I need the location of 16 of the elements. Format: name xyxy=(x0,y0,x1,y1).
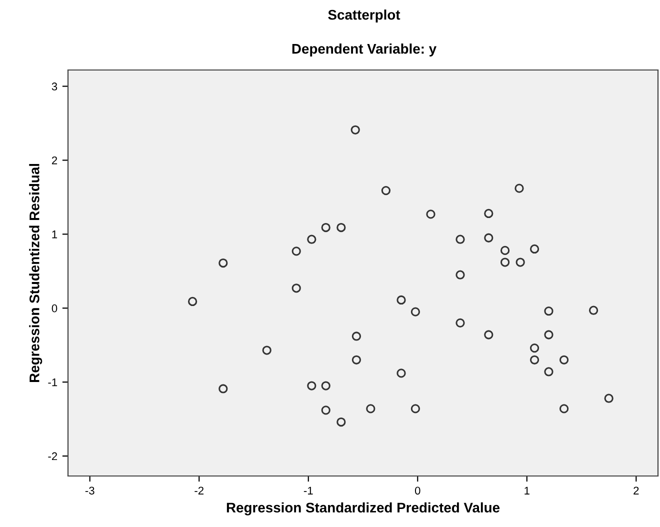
x-tick-label: 0 xyxy=(414,486,420,495)
x-tick-label: 1 xyxy=(524,486,530,494)
y-tick-label: -2 xyxy=(48,452,58,460)
y-tick-label: 0 xyxy=(52,304,58,312)
x-axis-title: Regression Standardized Predicted Value xyxy=(226,502,500,516)
chart-subtitle: Dependent Variable: y xyxy=(292,44,436,56)
y-tick-label: 3 xyxy=(52,82,58,90)
chart-title: Scatterplot xyxy=(328,10,400,22)
y-tick-label: 2 xyxy=(52,156,58,164)
y-tick-label: -1 xyxy=(48,378,58,386)
x-tick-label: -2 xyxy=(194,486,204,494)
x-tick-label: -1 xyxy=(304,486,313,494)
y-tick-label: 1 xyxy=(52,230,58,238)
x-tick-label: -3 xyxy=(85,486,94,495)
x-tick-label: 2 xyxy=(634,486,639,494)
y-axis-title: Regression Studentized Residual xyxy=(29,164,42,382)
